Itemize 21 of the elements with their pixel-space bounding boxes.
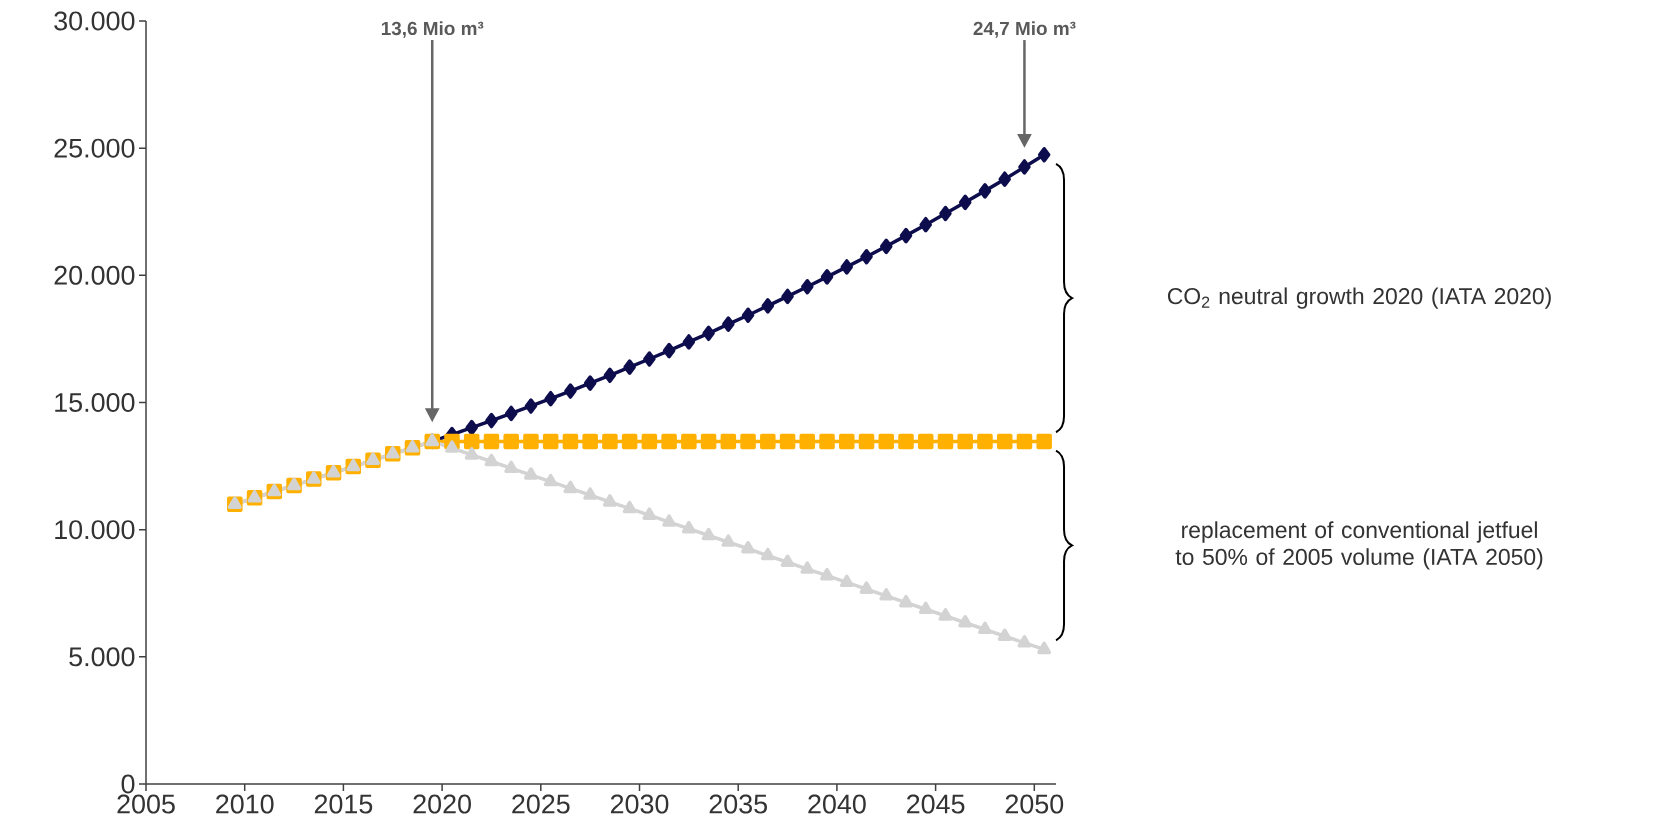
y-tick-label: 5.000: [69, 647, 135, 667]
text: CO$_{2}$ neutral growth 2020 (IATA 2020): [1167, 287, 1551, 309]
annotation: 13,6 Mio m³: [381, 21, 484, 38]
x-tick-label: 2025: [512, 794, 570, 814]
x-tick-label: 2030: [610, 794, 669, 814]
y-tick-label: 25.000: [54, 138, 135, 158]
x-tick-label: 2020: [413, 794, 471, 814]
x-tick-label: 2010: [216, 794, 274, 814]
x-tick-label: 2050: [1005, 794, 1064, 814]
y-tick-label: 10.000: [55, 520, 135, 540]
y-tick-label: 30.000: [54, 11, 135, 31]
x-tick-label: 2045: [907, 794, 965, 814]
y-tick-label: 20.000: [54, 265, 135, 285]
x-tick-label: 2015: [314, 794, 373, 814]
x-tick-label: 2005: [117, 794, 175, 814]
annotation: 24,7 Mio m³: [973, 21, 1076, 38]
x-tick-label: 2035: [709, 794, 767, 814]
x-tick-label: 2040: [808, 794, 866, 814]
text: replacement of conventional jetfuel to 50% of 2005 volume (IATA 2050): [1175, 521, 1543, 570]
y-tick-label: 15.000: [55, 392, 135, 413]
y-tick-label: 0: [121, 774, 135, 794]
